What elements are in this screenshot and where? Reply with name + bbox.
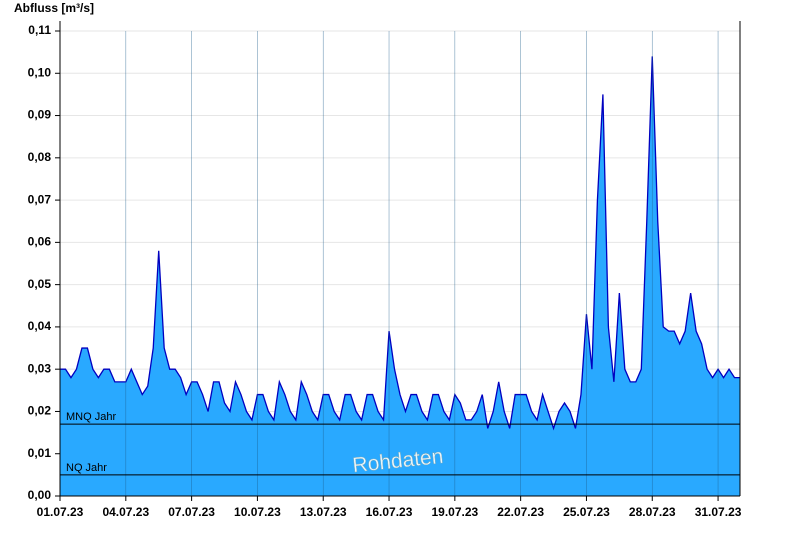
y-tick-label: 0,10 xyxy=(28,65,52,79)
x-tick-label: 10.07.23 xyxy=(234,505,281,519)
x-tick-label: 22.07.23 xyxy=(497,505,544,519)
y-tick-label: 0,09 xyxy=(28,108,52,122)
reference-label: NQ Jahr xyxy=(66,462,107,474)
y-tick-label: 0,01 xyxy=(28,446,52,460)
x-tick-label: 28.07.23 xyxy=(629,505,676,519)
x-tick-label: 16.07.23 xyxy=(366,505,413,519)
area-fill xyxy=(60,56,740,496)
y-tick-label: 0,08 xyxy=(28,150,52,164)
y-tick-label: 0,11 xyxy=(28,23,51,37)
y-tick-label: 0,07 xyxy=(28,192,52,206)
x-tick-label: 19.07.23 xyxy=(431,505,478,519)
x-tick-label: 07.07.23 xyxy=(168,505,215,519)
y-tick-label: 0,06 xyxy=(28,235,52,249)
reference-label: MNQ Jahr xyxy=(66,411,116,423)
y-tick-label: 0,04 xyxy=(28,319,52,333)
y-tick-label: 0,05 xyxy=(28,277,52,291)
y-tick-label: 0,00 xyxy=(28,488,52,502)
x-tick-label: 01.07.23 xyxy=(37,505,84,519)
y-axis-label: Abfluss [m³/s] xyxy=(14,1,94,15)
y-tick-label: 0,02 xyxy=(28,404,52,418)
x-tick-label: 31.07.23 xyxy=(695,505,742,519)
x-tick-label: 25.07.23 xyxy=(563,505,610,519)
x-tick-label: 04.07.23 xyxy=(102,505,149,519)
y-tick-label: 0,03 xyxy=(28,361,52,375)
x-tick-label: 13.07.23 xyxy=(300,505,347,519)
area-line xyxy=(60,56,740,431)
